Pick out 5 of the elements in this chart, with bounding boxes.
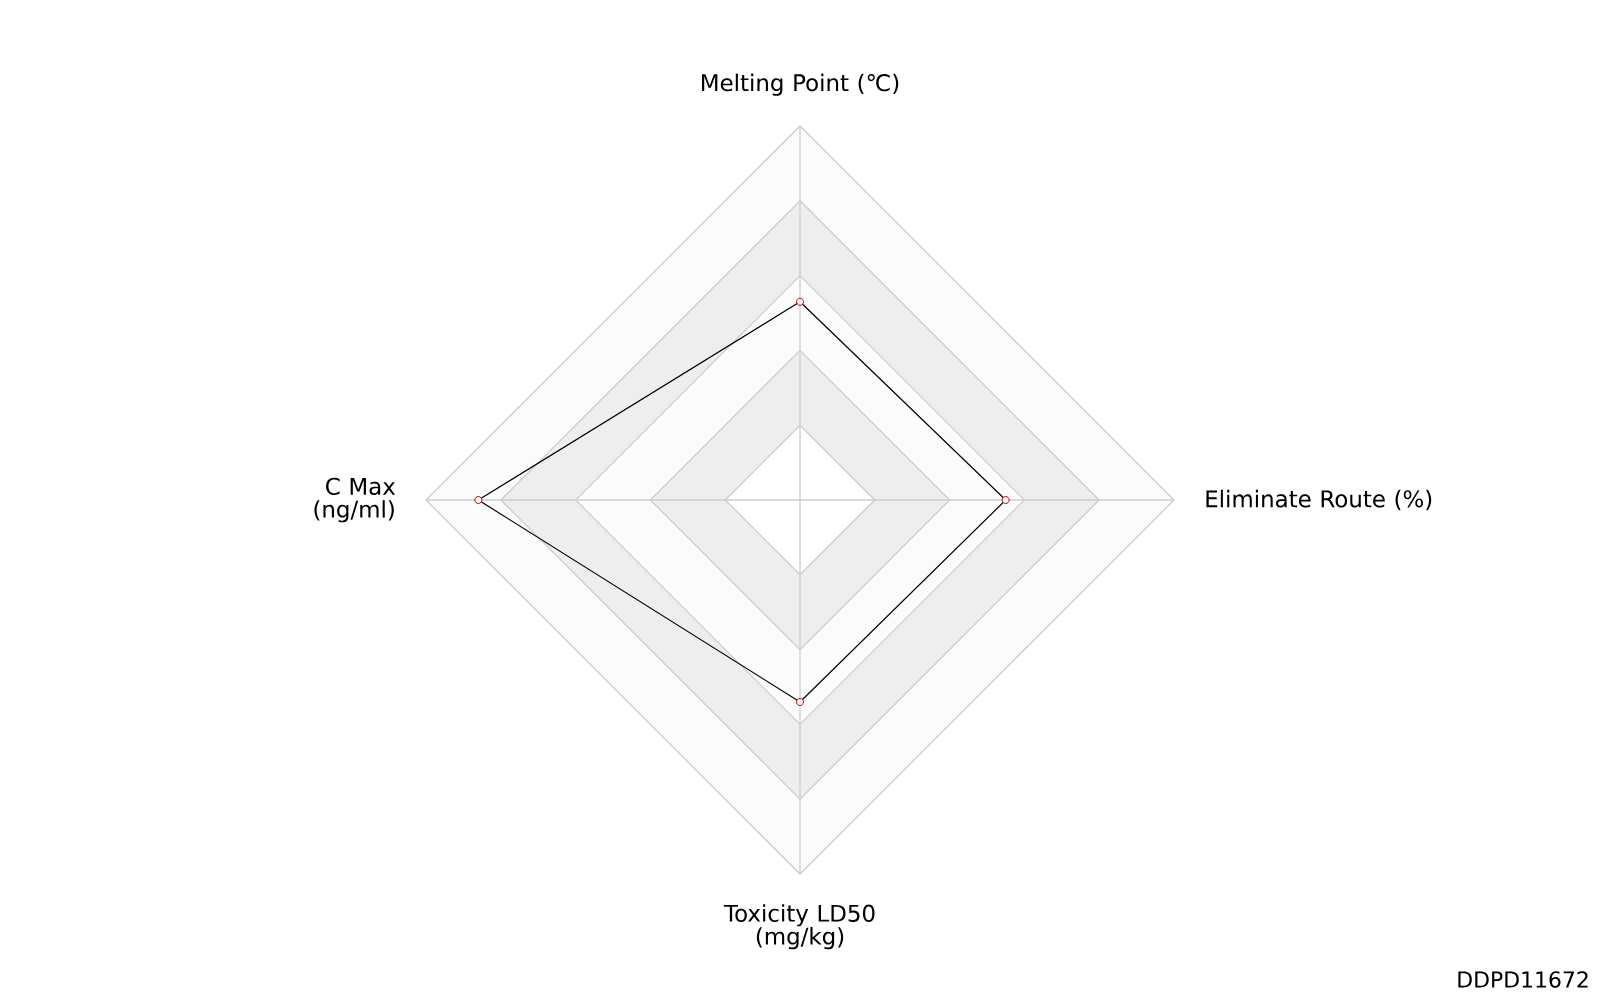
spoke-label: C Max (ng/ml) <box>314 477 396 523</box>
spoke-label: Eliminate Route (%) <box>1206 489 1432 511</box>
spoke-label: Melting Point (℃) <box>702 73 899 96</box>
text: DDPD11672 <box>1458 971 1588 988</box>
spoke-label: Toxicity LD50 (mg/kg) <box>723 904 875 950</box>
